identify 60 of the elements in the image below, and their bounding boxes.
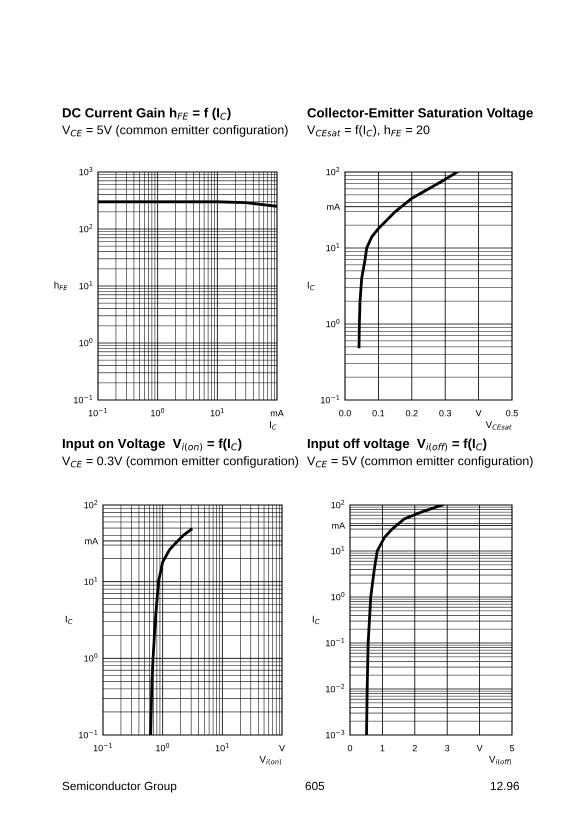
x-axis-title: V$_{i(off)}$ (489, 756, 512, 766)
chart-subtitle: V$_{CE}$ = 5V (common emitter configuration) (62, 125, 288, 137)
y-tick-label: mA (85, 538, 98, 544)
x-tick-label: 2 (412, 744, 417, 752)
y-tick-label: mA (332, 522, 346, 529)
x-tick-label: 5 (510, 745, 514, 752)
y-tick-label: 10$^{0}$ (84, 653, 98, 662)
x-tick-label: 0.1 (372, 410, 384, 416)
y-tick-label: 10$^{1}$ (331, 546, 344, 554)
y-tick-label: 10$^{−1}$ (321, 395, 340, 404)
chart-subtitle: V$_{CE}$ = 5V (common emitter configuration) (307, 456, 533, 468)
x-tick-label: V (476, 410, 482, 416)
x-axis-title: V$_{i(on)}$ (259, 756, 282, 766)
x-tick-label: 3 (445, 744, 450, 752)
x-tick-label: 0 (348, 744, 352, 752)
text: 12.96 (490, 782, 520, 790)
x-axis-title: I$_{C}$ (270, 421, 277, 430)
x-tick-label: V (279, 745, 285, 752)
x-axis-title: V$_{CEsat}$ (486, 421, 512, 430)
x-tick-label: 10$^{1}$ (210, 408, 224, 416)
y-axis-title: h$_{FE}$ (54, 281, 68, 290)
x-tick-label: V (476, 745, 483, 752)
y-axis-title: I$_{C}$ (312, 616, 320, 624)
y-tick-label: 10$^{1}$ (84, 576, 98, 585)
x-tick-label: 10$^{0}$ (151, 408, 164, 416)
y-tick-label: 10$^{2}$ (331, 500, 344, 508)
x-tick-label: 0.5 (506, 410, 518, 416)
text: 605 (306, 782, 324, 790)
x-tick-label: 0.0 (339, 410, 351, 416)
y-tick-label: 10$^{0}$ (331, 592, 344, 600)
y-tick-label: 10$^{2}$ (326, 167, 340, 176)
y-tick-label: 10$^{3}$ (79, 167, 92, 176)
y-axis-title: I$_{C}$ (308, 282, 314, 290)
y-tick-label: 10$^{1}$ (326, 243, 340, 252)
x-tick-label: 1 (380, 745, 384, 752)
y-tick-label: 10$^{2}$ (84, 500, 98, 508)
y-axis-title: I$_{C}$ (66, 616, 72, 624)
chart-title: DC Current Gain h$_{FE}$ = f (I$_{C}$) (62, 108, 231, 120)
y-tick-label: 10$^{−3}$ (326, 730, 344, 738)
y-tick-label: 10$^{−1}$ (79, 730, 98, 738)
y-tick-label: 10$^{−2}$ (326, 684, 344, 692)
chart-subtitle: V$_{CEsat}$ = f(I$_{C}$), h$_{FE}$ = 20 (307, 125, 430, 137)
chart-title: Input on Voltage V$_{i(on)}$ = f(I$_{C}$) (62, 438, 242, 452)
x-tick-label: 10$^{1}$ (216, 743, 229, 752)
y-tick-label: 10$^{−1}$ (326, 638, 344, 646)
x-tick-label: 10$^{−1}$ (94, 743, 112, 752)
y-tick-label: 10$^{−1}$ (74, 395, 92, 404)
y-tick-label: 10$^{0}$ (79, 338, 92, 346)
chart-subtitle: V$_{CE}$ = 0.3V (common emitter configuration) (62, 456, 298, 468)
y-tick-label: 10$^{0}$ (326, 319, 340, 328)
x-tick-label: 0.2 (406, 410, 418, 416)
x-tick-label: 10$^{0}$ (156, 743, 170, 752)
y-tick-label: 10$^{2}$ (79, 224, 92, 232)
y-tick-label: 10$^{1}$ (79, 281, 92, 290)
text: Semiconductor Group (62, 782, 176, 793)
chart-title: Input off voltage V$_{i(off)}$ = f(I$_{C}$) (308, 438, 486, 452)
y-tick-label: mA (327, 204, 340, 210)
x-tick-label: 0.3 (439, 410, 452, 416)
chart-title: Collector-Emitter Saturation Voltage (308, 108, 533, 120)
x-tick-label: mA (270, 410, 284, 416)
